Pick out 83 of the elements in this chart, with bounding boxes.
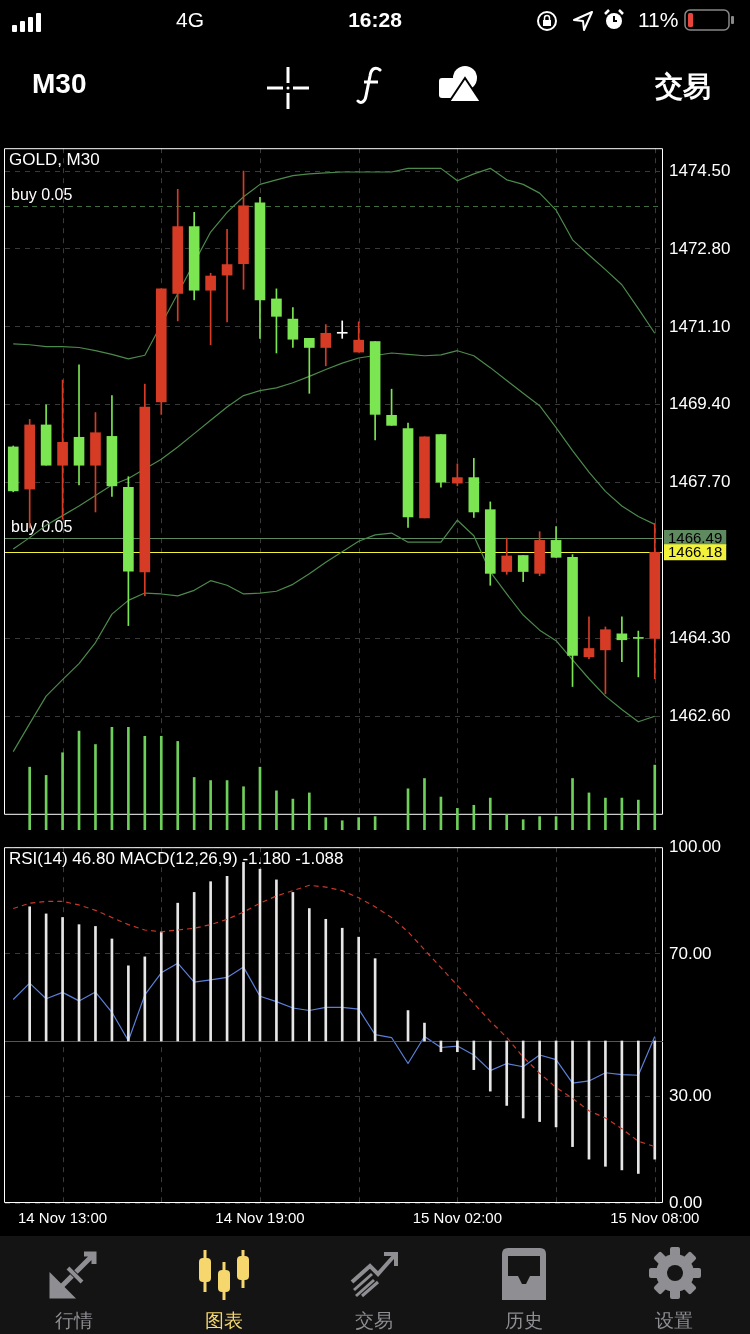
y-tick-label: 1464.30 bbox=[669, 628, 731, 648]
bar bbox=[604, 797, 607, 830]
bar bbox=[94, 744, 97, 830]
bar bbox=[456, 1040, 459, 1053]
bar bbox=[521, 819, 525, 830]
bar bbox=[488, 797, 492, 830]
bar bbox=[423, 1022, 426, 1042]
bar bbox=[538, 816, 541, 830]
y-tick-label: 70.00 bbox=[669, 943, 712, 963]
bar bbox=[538, 1040, 541, 1122]
bar bbox=[505, 814, 509, 830]
bar bbox=[28, 766, 32, 830]
bar bbox=[340, 820, 344, 830]
bar bbox=[275, 879, 278, 1042]
candlestick bbox=[633, 630, 644, 678]
bar bbox=[192, 777, 196, 830]
bar bbox=[324, 918, 328, 1042]
text: M30 bbox=[32, 68, 87, 100]
bar bbox=[357, 936, 361, 1042]
bar bbox=[61, 752, 64, 830]
bar bbox=[308, 908, 311, 1042]
x-tick-label: 14 Nov 13:00 bbox=[17, 1209, 108, 1227]
text: 16:28 bbox=[348, 8, 402, 32]
bar bbox=[653, 1040, 657, 1160]
chart-title: RSI(14) 46.80 MACD(12,26,9) -1.180 -1.088 bbox=[9, 849, 344, 869]
y-tick-label: 1462.60 bbox=[669, 705, 731, 725]
bar bbox=[308, 792, 311, 830]
bar bbox=[176, 741, 180, 830]
bar bbox=[571, 778, 574, 830]
bar bbox=[357, 817, 361, 830]
bar bbox=[488, 1040, 492, 1092]
bar bbox=[127, 727, 130, 830]
bar bbox=[127, 965, 130, 1042]
candlestick bbox=[336, 320, 348, 339]
chart-title: GOLD, M30 bbox=[9, 150, 100, 170]
bar bbox=[340, 927, 344, 1042]
bar bbox=[423, 778, 426, 830]
bar bbox=[242, 786, 245, 830]
bar bbox=[604, 1040, 607, 1167]
bar bbox=[209, 780, 212, 830]
bar bbox=[28, 906, 32, 1042]
bar bbox=[472, 1040, 476, 1070]
x-tick-label: 15 Nov 02:00 bbox=[412, 1209, 502, 1227]
y-tick-label: 30.00 bbox=[669, 1085, 712, 1105]
bar bbox=[275, 790, 278, 830]
bar bbox=[61, 917, 64, 1042]
text: 历史 bbox=[505, 1309, 543, 1333]
x-tick-label: 15 Nov 08:00 bbox=[610, 1209, 700, 1227]
bar bbox=[159, 931, 163, 1042]
bar bbox=[324, 817, 328, 830]
y-tick-label: 1467.70 bbox=[669, 472, 731, 492]
bar bbox=[456, 808, 459, 830]
text: 设置 bbox=[655, 1309, 693, 1333]
y-tick-label: 1469.40 bbox=[669, 394, 731, 414]
y-tick-label: 1471.10 bbox=[669, 316, 731, 336]
text: 行情 bbox=[55, 1309, 93, 1333]
bar bbox=[637, 799, 640, 830]
bar bbox=[242, 862, 245, 1042]
bar bbox=[143, 956, 147, 1042]
bar bbox=[143, 735, 147, 830]
text: 4G bbox=[176, 8, 205, 32]
bar bbox=[176, 902, 180, 1042]
y-tick-label: 1474.50 bbox=[669, 160, 731, 180]
bar bbox=[159, 735, 163, 830]
y-tick-label: 1472.80 bbox=[669, 238, 731, 258]
ref-line-label: buy 0.05 bbox=[11, 185, 73, 203]
bar bbox=[653, 764, 657, 830]
text: 11% bbox=[638, 8, 679, 32]
x-tick-label: 14 Nov 19:00 bbox=[215, 1209, 305, 1227]
bar bbox=[472, 804, 476, 830]
bar bbox=[94, 926, 97, 1042]
text: 交易 bbox=[655, 70, 711, 104]
bar bbox=[505, 1040, 509, 1106]
ref-line-label: buy 0.05 bbox=[11, 517, 73, 535]
bar bbox=[521, 1040, 525, 1119]
text: 图表 bbox=[205, 1309, 243, 1333]
y-tick-label: 100.00 bbox=[669, 836, 721, 856]
bar bbox=[209, 881, 212, 1042]
text: 交易 bbox=[355, 1309, 393, 1333]
y-tick-label: 0.00 bbox=[669, 1192, 703, 1212]
bar bbox=[637, 1040, 640, 1174]
bar bbox=[192, 892, 196, 1042]
bar bbox=[571, 1040, 574, 1147]
